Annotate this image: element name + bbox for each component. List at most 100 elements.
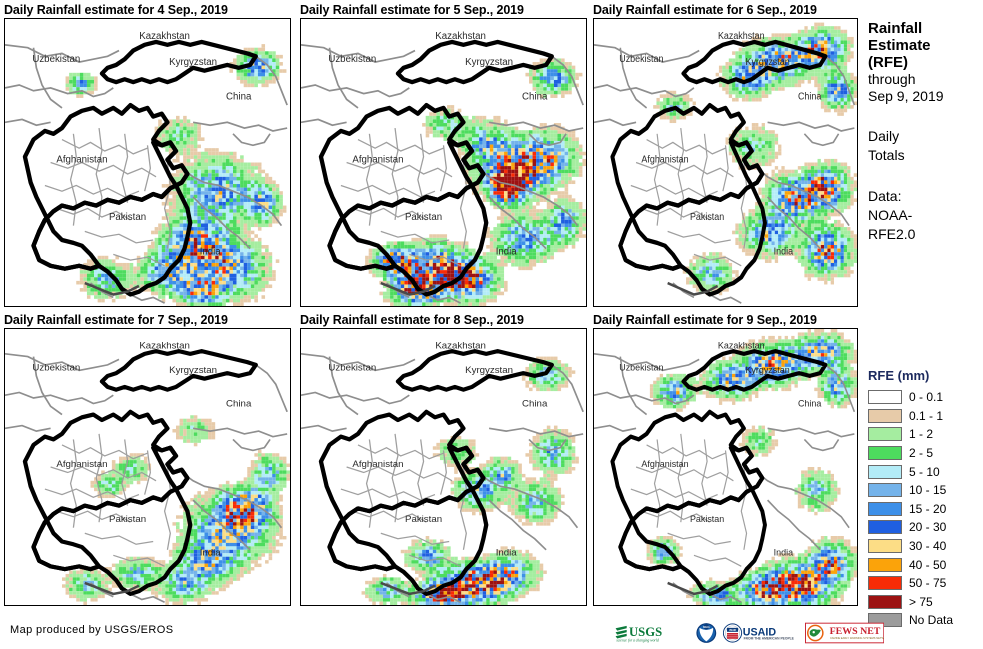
map-raster-sep4: Kazakhstan Uzbekistan Kyrgyzstan China Afgha… [5, 19, 290, 306]
sidebar-through-label: through [868, 71, 916, 87]
legend-item: 5 - 10 [868, 462, 983, 481]
legend-swatch [868, 390, 902, 405]
map-panel-sep6[interactable]: Daily Rainfall estimate for 6 Sep., 2019 [593, 2, 858, 307]
map-canvas-sep5[interactable]: Kazakhstan Uzbekistan Kyrgyzstan China Afgha… [300, 18, 587, 307]
sidebar-end-date: Sep 9, 2019 [868, 88, 944, 104]
map-canvas-sep4[interactable]: Kazakhstan Uzbekistan Kyrgyzstan China Afgha… [4, 18, 291, 307]
map-raster-sep7: Kazakhstan Uzbekistan Kyrgyzstan China Afgha… [5, 329, 290, 605]
map-label-afghanistan: Afghanistan [352, 459, 403, 470]
map-label-india: India [200, 246, 222, 257]
country-labels: Kazakhstan Uzbekistan Kyrgyzstan China Afgha… [328, 340, 548, 558]
map-panel-sep5[interactable]: Daily Rainfall estimate for 5 Sep., 2019 [300, 2, 587, 307]
map-label-afghanistan: Afghanistan [641, 459, 688, 469]
map-label-kazakhstan: Kazakhstan [435, 340, 486, 351]
map-canvas-sep9[interactable]: Kazakhstan Uzbekistan Kyrgyzstan China Afgha… [593, 328, 858, 606]
map-panel-sep7[interactable]: Daily Rainfall estimate for 7 Sep., 2019 [4, 312, 291, 606]
sidebar-totals-block: Daily Totals [868, 127, 983, 165]
map-canvas-sep7[interactable]: Kazakhstan Uzbekistan Kyrgyzstan China Afgha… [4, 328, 291, 606]
legend-item: 0 - 0.1 [868, 388, 983, 407]
legend-item: 20 - 30 [868, 518, 983, 537]
legend-label: 2 - 5 [909, 446, 934, 461]
sidebar-title-line1: Rainfall [868, 20, 923, 37]
legend-label: 1 - 2 [909, 427, 934, 442]
map-label-afghanistan: Afghanistan [352, 154, 403, 165]
legend-item: 1 - 2 [868, 425, 983, 444]
map-label-uzbekistan: Uzbekistan [619, 362, 663, 372]
map-label-kazakhstan: Kazakhstan [139, 31, 190, 42]
map-panel-title-sep8: Daily Rainfall estimate for 8 Sep., 2019 [300, 313, 524, 327]
sidebar-totals-line2: Totals [868, 147, 905, 163]
legend-item: 15 - 20 [868, 500, 983, 519]
legend-item: 2 - 5 [868, 444, 983, 463]
map-label-kyrgyzstan: Kyrgyzstan [169, 365, 217, 376]
country-labels: Kazakhstan Uzbekistan Kyrgyzstan China Afgha… [328, 31, 548, 257]
map-label-kyrgyzstan: Kyrgyzstan [746, 57, 790, 67]
sidebar-data-block: Data: NOAA- RFE2.0 [868, 187, 983, 244]
map-raster-sep9: Kazakhstan Uzbekistan Kyrgyzstan China Afgha… [594, 329, 857, 605]
map-label-kazakhstan: Kazakhstan [139, 340, 190, 351]
map-canvas-sep6[interactable]: Kazakhstan Uzbekistan Kyrgyzstan China Afgha… [593, 18, 858, 307]
sidebar-totals-line1: Daily [868, 128, 900, 144]
map-panel-sep9[interactable]: Daily Rainfall estimate for 9 Sep., 2019 [593, 312, 858, 606]
map-raster-sep8: Kazakhstan Uzbekistan Kyrgyzstan China Afgha… [301, 329, 586, 605]
map-label-china: China [798, 91, 822, 101]
map-label-india: India [496, 547, 518, 558]
map-label-india: India [774, 547, 794, 557]
map-label-india: India [496, 246, 518, 257]
map-label-uzbekistan: Uzbekistan [32, 54, 80, 65]
map-label-afghanistan: Afghanistan [641, 154, 688, 164]
map-label-pakistan: Pakistan [690, 212, 724, 222]
country-labels: Kazakhstan Uzbekistan Kyrgyzstan China Afgha… [32, 31, 252, 257]
sidebar-title-line2: Estimate [868, 37, 931, 54]
legend-label: 0.1 - 1 [909, 408, 944, 423]
legend-item: 40 - 50 [868, 555, 983, 574]
rainfall-raster [653, 22, 857, 296]
map-label-india: India [774, 246, 794, 256]
map-label-kyrgyzstan: Kyrgyzstan [169, 57, 217, 68]
map-label-pakistan: Pakistan [405, 514, 442, 525]
legend: RFE (mm) 0 - 0.1 0.1 - 1 1 - 2 2 - 5 5 -… [868, 368, 983, 630]
map-label-uzbekistan: Uzbekistan [619, 54, 663, 64]
map-panel-title-sep5: Daily Rainfall estimate for 5 Sep., 2019 [300, 3, 524, 17]
legend-label: 10 - 15 [909, 483, 947, 498]
map-label-kazakhstan: Kazakhstan [718, 31, 765, 41]
map-canvas-sep8[interactable]: Kazakhstan Uzbekistan Kyrgyzstan China Afgha… [300, 328, 587, 606]
legend-label: 20 - 30 [909, 520, 947, 535]
legend-swatch [868, 539, 902, 554]
map-label-pakistan: Pakistan [405, 212, 442, 223]
producer-note: Map produced by USGS/EROS [10, 624, 174, 636]
legend-swatch [868, 501, 902, 516]
rainfall-raster [361, 356, 579, 605]
legend-label: 15 - 20 [909, 501, 947, 516]
usgs-logo: USGS science for a changing world [615, 625, 662, 643]
map-label-china: China [798, 398, 822, 408]
map-label-pakistan: Pakistan [109, 212, 146, 223]
legend-item: 0.1 - 1 [868, 407, 983, 426]
map-label-china: China [522, 91, 548, 102]
map-label-kazakhstan: Kazakhstan [718, 340, 765, 350]
legend-swatch [868, 446, 902, 461]
map-label-kyrgyzstan: Kyrgyzstan [465, 365, 513, 376]
map-label-uzbekistan: Uzbekistan [328, 54, 376, 65]
country-labels: Kazakhstan Uzbekistan Kyrgyzstan China Afgha… [32, 340, 252, 558]
map-label-china: China [226, 91, 252, 102]
legend-item: 50 - 75 [868, 574, 983, 593]
map-panel-sep8[interactable]: Daily Rainfall estimate for 8 Sep., 2019 [300, 312, 587, 606]
legend-swatch [868, 557, 902, 572]
map-panel-title-sep9: Daily Rainfall estimate for 9 Sep., 2019 [593, 313, 817, 327]
legend-swatch [868, 520, 902, 535]
legend-swatch [868, 427, 902, 442]
map-label-afghanistan: Afghanistan [56, 154, 107, 165]
legend-label: No Data [909, 613, 954, 628]
logo-strip: USGS science for a changing world NOAA U… [614, 619, 885, 647]
sidebar-data-label: Data: [868, 188, 902, 204]
map-panel-sep4[interactable]: Daily Rainfall estimate for 4 Sep., 2019 [4, 2, 291, 307]
sidebar-data-source-line1: NOAA- [868, 207, 913, 223]
legend-swatch [868, 594, 902, 609]
map-raster-sep6: Kazakhstan Uzbekistan Kyrgyzstan China Afgha… [594, 19, 857, 306]
sidebar-title-line3: (RFE) [868, 54, 908, 71]
map-label-kazakhstan: Kazakhstan [435, 31, 486, 42]
legend-item: 30 - 40 [868, 537, 983, 556]
legend-item: > 75 [868, 593, 983, 612]
legend-label: 0 - 0.1 [909, 390, 944, 405]
